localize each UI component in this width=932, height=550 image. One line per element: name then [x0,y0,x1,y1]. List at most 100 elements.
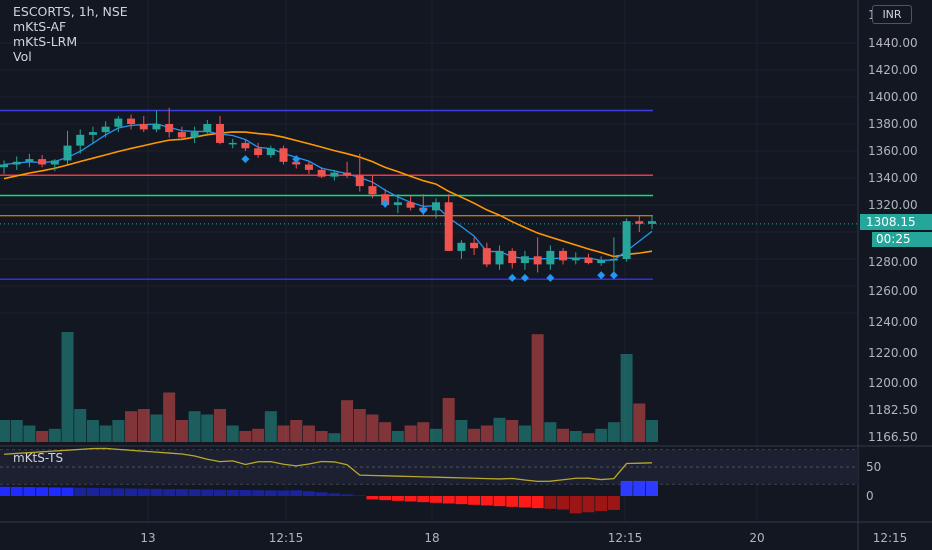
volume-bar [188,411,201,442]
ts-histogram-bar [442,496,455,504]
osc-axis-label: 50 [866,460,881,474]
candle-body [114,118,123,127]
candle-body [266,148,275,156]
ts-histogram-bar [366,496,379,500]
candle-body [533,256,542,265]
time-axis-label: 12:15 [873,531,908,545]
volume-bar [137,409,150,442]
ts-histogram-bar [201,489,214,496]
candle-body [139,124,148,130]
ts-histogram-bar [557,496,570,510]
ts-histogram-bar [315,492,328,496]
volume-bar [86,420,99,442]
ts-histogram-bar [86,487,99,496]
time-axis-label: 18 [424,531,439,545]
ts-histogram-bar [404,496,417,502]
price-axis-label: 1420.00 [868,63,918,77]
volume-bar [252,428,265,442]
price-axis-label: 1280.00 [868,255,918,269]
ts-histogram-bar [531,496,544,509]
price-axis-label: 1200.00 [868,376,918,390]
ts-histogram-bar [493,496,506,507]
candle-body [635,221,644,224]
indicator-vol-label[interactable]: Vol [13,49,32,64]
candle-body [597,260,606,264]
volume-bar [569,431,582,442]
indicator-lrm-label[interactable]: mKtS-LRM [13,34,78,49]
candle-body [317,169,326,177]
candle-body [190,132,199,138]
candle-body [520,256,529,264]
currency-button[interactable]: INR [872,5,912,24]
ts-histogram-bar [36,487,49,496]
ts-histogram-bar [175,489,188,496]
time-axis-label: 12:15 [269,531,304,545]
volume-bar [302,425,315,442]
ts-histogram-bar [518,496,531,508]
volume-bar [480,425,493,442]
ts-histogram-bar [468,496,481,505]
indicator-af-label[interactable]: mKtS-AF [13,19,67,34]
candle-body [495,250,504,265]
ts-histogram-bar [163,488,176,496]
symbol-title[interactable]: ESCORTS, 1h, NSE [13,4,128,19]
indicator-ts-label[interactable]: mKtS-TS [13,451,64,465]
ts-histogram-bar [607,496,620,510]
candle-body [292,161,301,165]
ts-histogram-bar [188,489,201,496]
price-axis-label: 1320.00 [868,198,918,212]
af-diamond-marker [597,271,606,280]
volume-bar [264,411,277,442]
ts-histogram-bar [417,496,430,503]
candle-body [25,159,34,162]
ts-histogram-bar [302,491,315,496]
ts-histogram-bar [391,496,404,501]
candle-body [559,250,568,261]
ts-histogram-bar [480,496,493,506]
volume-bar [557,428,570,442]
volume-bar [620,354,633,442]
candle-body [38,159,47,165]
time-axis-label: 20 [749,531,764,545]
volume-bar [633,403,646,442]
volume-bar [290,420,303,442]
price-axis-label: 1166.50 [868,430,918,444]
volume-bar [315,431,328,442]
ts-histogram-bar [150,488,163,496]
candle-body [152,124,161,130]
candle-body [177,132,186,138]
candle-body [368,186,377,195]
orange-moving-average [3,131,653,258]
ts-histogram-bar [239,490,252,496]
candle-body [330,172,339,177]
price-axis-label: 1260.00 [868,284,918,298]
volume-bar [607,422,620,442]
candle-body [76,134,85,146]
candle-body [470,242,479,249]
ts-line [3,447,653,483]
volume-bar [201,414,214,442]
candle-body [482,248,491,265]
candle-body [12,161,21,165]
ts-histogram-bar [633,480,646,496]
candle-body [101,126,110,133]
candle-body [571,257,580,261]
blue-af-line [3,123,653,262]
volume-bar [366,414,379,442]
ts-histogram-bar [379,496,392,501]
volume-bar [430,428,442,442]
price-axis-label: 1400.00 [868,90,918,104]
ts-histogram-bar [214,489,226,496]
ts-histogram-bar [430,496,442,503]
candle-body [0,164,8,168]
volume-bar [163,392,176,442]
candle-body [254,148,263,156]
ts-histogram-bar [341,494,354,496]
ts-histogram-bar [0,486,10,496]
ts-histogram-bar [595,496,608,512]
volume-bar [595,428,608,442]
countdown-badge: 00:25 [872,232,932,247]
candle-body [381,194,390,205]
candle-body [165,124,174,133]
